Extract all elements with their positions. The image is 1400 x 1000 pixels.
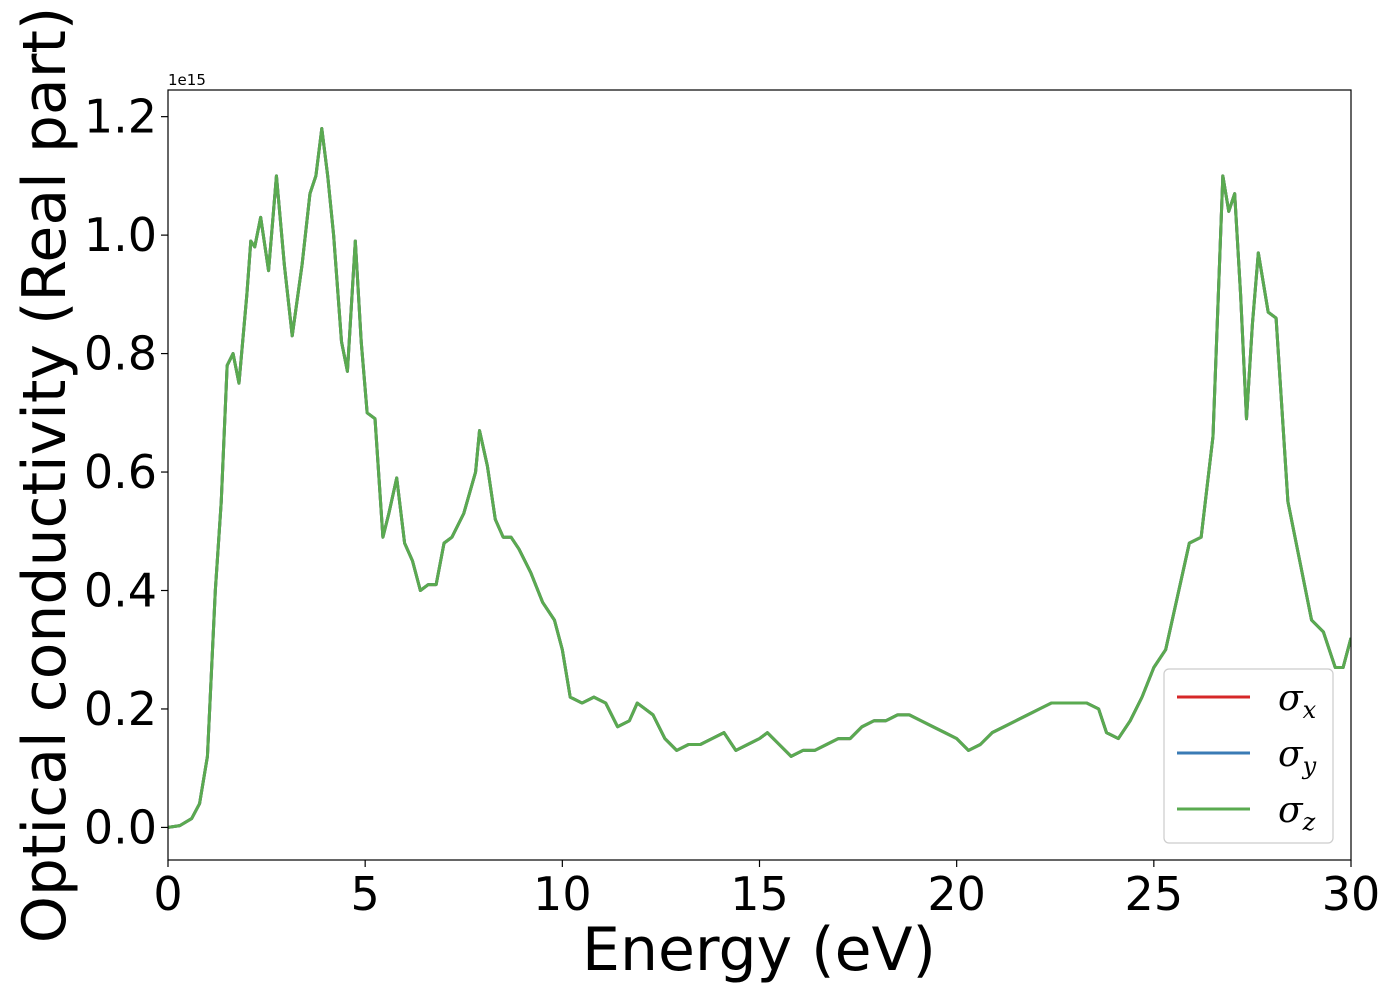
y-axis-title: Optical conductivity (Real part): [10, 7, 80, 944]
legend: σx σy σz: [1163, 668, 1334, 844]
y-tick-label: 0.2: [84, 682, 157, 736]
x-tick-label: 25: [1125, 867, 1184, 921]
y-tick-label: 0.0: [84, 800, 157, 854]
y-tick-label: 0.8: [84, 327, 157, 381]
x-tick-label: 5: [351, 867, 380, 921]
y-axis-ticks: 0.0 0.2 0.4 0.6 0.8 1.0 1.2: [84, 90, 168, 854]
y-offset-label: 1e15: [168, 71, 206, 89]
y-tick-label: 1.0: [84, 208, 157, 262]
x-tick-label: 20: [927, 867, 986, 921]
x-axis-title: Energy (eV): [582, 915, 936, 985]
x-axis-ticks: 0 5 10 15 20 25 30: [153, 860, 1380, 921]
x-tick-label: 30: [1322, 867, 1381, 921]
y-tick-label: 0.4: [84, 564, 157, 618]
legend-label-z: σz: [1278, 790, 1316, 836]
x-tick-label: 10: [533, 867, 592, 921]
legend-box: [1163, 668, 1334, 844]
legend-label-y: σy: [1278, 734, 1317, 780]
series-line-z: [168, 127, 1351, 829]
legend-label-x: σx: [1278, 678, 1317, 724]
x-tick-label: 15: [730, 867, 789, 921]
y-tick-label: 0.6: [84, 445, 157, 499]
y-tick-label: 1.2: [84, 90, 157, 144]
plot-layer: [168, 127, 1351, 829]
x-tick-label: 0: [153, 867, 182, 921]
